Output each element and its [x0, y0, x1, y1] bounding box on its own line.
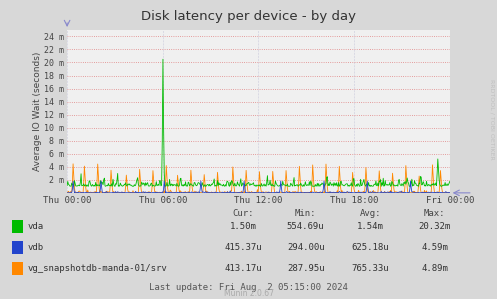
Y-axis label: Average IO Wait (seconds): Average IO Wait (seconds) — [32, 52, 42, 171]
Text: vda: vda — [27, 222, 43, 231]
Text: 4.59m: 4.59m — [421, 243, 448, 252]
Text: 415.37u: 415.37u — [225, 243, 262, 252]
Text: Avg:: Avg: — [359, 209, 381, 218]
Text: RRDTOOL / TOBI OETIKER: RRDTOOL / TOBI OETIKER — [490, 79, 495, 160]
Text: 765.33u: 765.33u — [351, 264, 389, 273]
Text: 4.89m: 4.89m — [421, 264, 448, 273]
Text: 1.50m: 1.50m — [230, 222, 257, 231]
Text: vg_snapshotdb-manda-01/srv: vg_snapshotdb-manda-01/srv — [27, 264, 167, 273]
Text: 625.18u: 625.18u — [351, 243, 389, 252]
Text: 20.32m: 20.32m — [419, 222, 451, 231]
Text: 554.69u: 554.69u — [287, 222, 325, 231]
Text: Last update: Fri Aug  2 05:15:00 2024: Last update: Fri Aug 2 05:15:00 2024 — [149, 283, 348, 292]
Text: vdb: vdb — [27, 243, 43, 252]
Text: 294.00u: 294.00u — [287, 243, 325, 252]
Text: 287.95u: 287.95u — [287, 264, 325, 273]
Text: Max:: Max: — [424, 209, 446, 218]
Text: 413.17u: 413.17u — [225, 264, 262, 273]
Text: Cur:: Cur: — [233, 209, 254, 218]
Text: Disk latency per device - by day: Disk latency per device - by day — [141, 10, 356, 23]
Text: 1.54m: 1.54m — [357, 222, 384, 231]
Text: Min:: Min: — [295, 209, 317, 218]
Text: Munin 2.0.67: Munin 2.0.67 — [224, 289, 273, 298]
